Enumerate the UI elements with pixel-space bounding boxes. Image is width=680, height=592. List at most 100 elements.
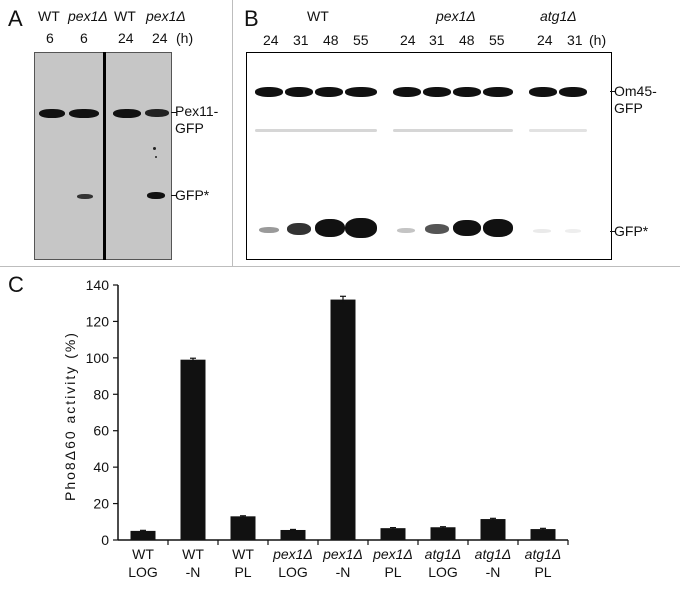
lane-a1-strain: WT (38, 8, 60, 24)
blot-a-marker-bottom (171, 195, 177, 196)
bar (480, 519, 506, 540)
x-tick-label-strain: WT (132, 546, 154, 562)
x-tick-label-strain: pex1Δ (372, 546, 413, 562)
gfp-star-label-a: GFP* (175, 187, 210, 203)
blot-a-band-top-3 (113, 109, 141, 118)
time-b-pex1-4: 55 (489, 32, 505, 48)
bar (380, 528, 406, 540)
x-tick-label-condition: LOG (278, 564, 308, 580)
time-b-pex1-2: 31 (429, 32, 445, 48)
blot-b-band-bottom (453, 220, 481, 236)
group-b-wt: WT (307, 8, 329, 24)
x-tick-label-strain: WT (182, 546, 204, 562)
blot-b-band-top (559, 87, 587, 97)
blot-b-band-top (529, 87, 557, 97)
blot-b-band-bottom (533, 229, 551, 233)
x-tick-label-strain: pex1Δ (272, 546, 313, 562)
time-b-pex1-3: 48 (459, 32, 475, 48)
lane-a2-strain: pex1Δ (68, 8, 108, 24)
y-tick-label: 20 (93, 496, 109, 512)
divider-top-bottom (0, 266, 680, 267)
x-tick-label-strain: atg1Δ (425, 546, 462, 562)
blot-b-band-top (285, 87, 313, 97)
lane-a2-time: 6 (80, 30, 88, 46)
lane-a4-strain: pex1Δ (146, 8, 186, 24)
blot-b-band-top (393, 87, 421, 97)
time-b-wt-2: 31 (293, 32, 309, 48)
bar (430, 527, 456, 540)
pex11-gfp-label-line1: Pex11- (175, 103, 219, 119)
time-b-wt-1: 24 (263, 32, 279, 48)
gfp-star-label-b: GFP* (614, 223, 649, 239)
panel-b-letter: B (244, 6, 259, 31)
lane-a3-time: 24 (118, 30, 134, 46)
y-tick-label: 60 (93, 423, 109, 439)
blot-a-band-bottom-4 (147, 192, 165, 199)
time-b-atg1-1: 24 (537, 32, 553, 48)
x-tick-label-strain: WT (232, 546, 254, 562)
x-tick-label-condition: PL (534, 564, 551, 580)
blot-b-marker-bottom (610, 231, 616, 232)
y-tick-label: 40 (93, 459, 109, 475)
x-tick-label-condition: PL (384, 564, 401, 580)
pex11-gfp-label-line2: GFP (175, 120, 204, 136)
bar (280, 529, 306, 540)
blot-b-band-bottom (259, 227, 279, 233)
blot-a-marker-top (171, 112, 177, 113)
blot-b-marker-top (610, 91, 616, 92)
group-b-pex1: pex1Δ (436, 8, 476, 24)
blot-a-band-top-4 (145, 109, 169, 117)
blot-b-band-top (315, 87, 343, 97)
western-blot-b (246, 52, 612, 260)
blot-b-band-bottom (483, 219, 513, 237)
blot-b-faint-band (393, 129, 513, 132)
blot-b-faint-band (529, 129, 587, 132)
lane-a3-strain: WT (114, 8, 136, 24)
x-tick-label-strain: pex1Δ (322, 546, 363, 562)
x-tick-label-condition: PL (234, 564, 251, 580)
bar (330, 299, 356, 540)
om45-gfp-label-line2: GFP (614, 100, 643, 116)
bar (130, 530, 156, 540)
x-tick-label-condition: -N (486, 564, 501, 580)
blot-b-band-bottom (425, 224, 449, 234)
blot-b-band-bottom (315, 219, 345, 237)
blot-b-band-top (423, 87, 451, 97)
bar (230, 516, 256, 540)
unit-b-label: (h) (589, 32, 607, 48)
blot-a-band-top-2 (69, 109, 99, 118)
time-b-wt-4: 55 (353, 32, 369, 48)
x-tick-label-condition: -N (336, 564, 351, 580)
y-tick-label: 140 (86, 277, 110, 293)
blot-b-band-top (255, 87, 283, 97)
y-tick-label: 100 (86, 350, 110, 366)
blot-b-band-bottom (287, 223, 311, 235)
time-b-atg1-2: 31 (567, 32, 583, 48)
blot-a-band-bottom-2 (77, 194, 93, 199)
blot-b-band-bottom (565, 229, 581, 233)
y-tick-label: 80 (93, 386, 109, 402)
x-tick-label-condition: LOG (428, 564, 458, 580)
panel-a-letter: A (8, 6, 23, 31)
blot-b-band-bottom (345, 218, 377, 238)
bar (530, 529, 556, 540)
y-tick-label: 120 (86, 313, 110, 329)
blot-b-band-top (453, 87, 481, 97)
divider-ab (232, 0, 233, 266)
blot-b-faint-band (255, 129, 377, 132)
time-b-pex1-1: 24 (400, 32, 416, 48)
om45-gfp-label-line1: Om45- (614, 83, 657, 99)
x-tick-label-condition: -N (186, 564, 201, 580)
y-tick-label: 0 (101, 532, 109, 548)
bar (180, 359, 206, 540)
lane-a1-time: 6 (46, 30, 54, 46)
lane-a4-time: 24 (152, 30, 168, 46)
x-tick-label-condition: LOG (128, 564, 158, 580)
group-b-atg1: atg1Δ (540, 8, 577, 24)
blot-b-band-bottom (397, 228, 415, 233)
blot-a-speck (155, 156, 157, 158)
blot-a-speck (153, 147, 156, 150)
x-tick-label-strain: atg1Δ (475, 546, 512, 562)
time-b-wt-3: 48 (323, 32, 339, 48)
